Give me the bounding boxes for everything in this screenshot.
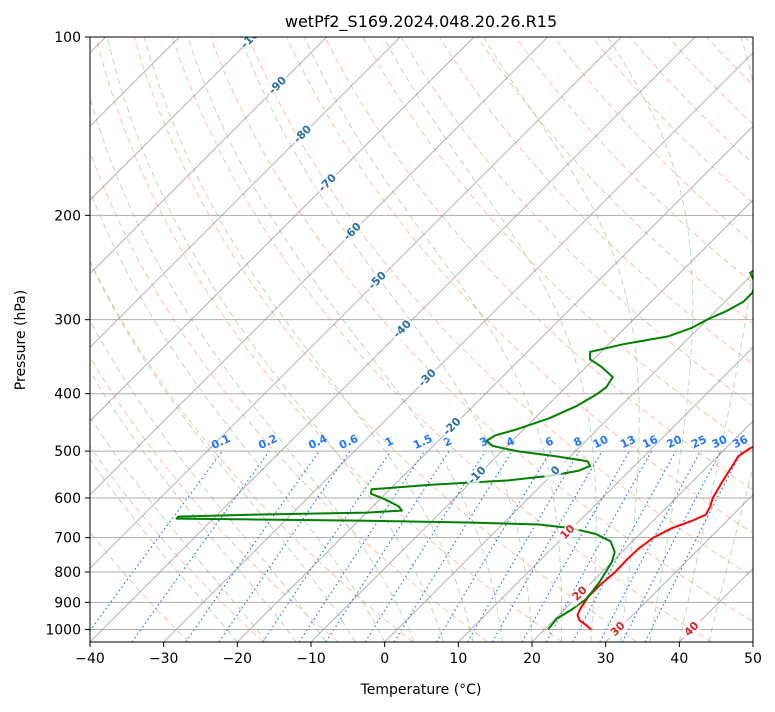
x-tick-label: 0: [380, 651, 389, 667]
y-tick-label: 200: [54, 208, 81, 224]
y-tick-label: 400: [54, 387, 81, 403]
x-tick-label: −30: [149, 651, 179, 667]
y-tick-label: 700: [54, 531, 81, 547]
x-tick-label: 10: [449, 651, 467, 667]
y-tick-label: 1000: [45, 622, 81, 638]
x-tick-label: 40: [670, 651, 688, 667]
x-tick-label: 50: [744, 651, 762, 667]
x-axis-label: Temperature (°C): [360, 682, 482, 698]
x-tick-label: −10: [296, 651, 326, 667]
y-axis-label: Pressure (hPa): [13, 290, 29, 390]
y-tick-label: 800: [54, 565, 81, 581]
y-tick-label: 300: [54, 313, 81, 329]
x-tick-label: −20: [223, 651, 253, 667]
x-tick-label: −40: [75, 651, 105, 667]
chart-title: wetPf2_S169.2024.048.20.26.R15: [285, 12, 557, 32]
x-tick-label: 30: [597, 651, 615, 667]
y-tick-label: 100: [54, 30, 81, 46]
y-tick-label: 500: [54, 444, 81, 460]
y-tick-label: 900: [54, 595, 81, 611]
x-tick-label: 20: [523, 651, 541, 667]
y-tick-label: 600: [54, 491, 81, 507]
